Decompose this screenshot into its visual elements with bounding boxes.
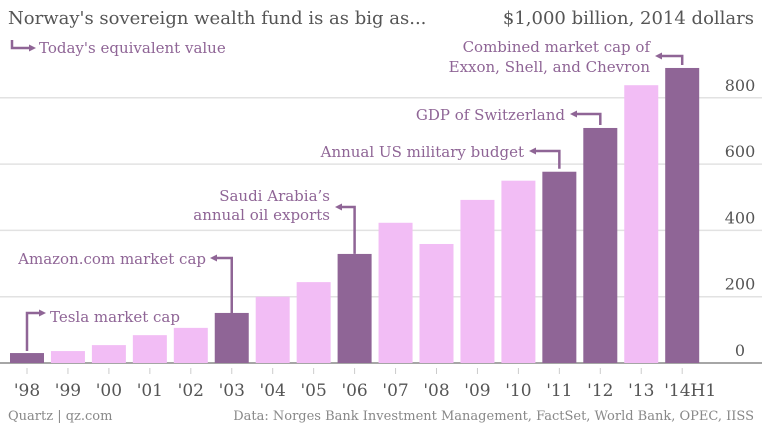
chart-title: Norway's sovereign wealth fund is as big…	[8, 8, 426, 29]
x-tick-label: '08	[423, 381, 449, 401]
x-tick-label: '10	[505, 381, 531, 401]
bar	[91, 345, 126, 363]
leader-line	[661, 54, 684, 65]
annotation-label: Amazon.com market cap	[17, 250, 206, 268]
annotation-label: Exxon, Shell, and Chevron	[449, 58, 651, 76]
x-tick-label: '00	[96, 381, 122, 401]
bar	[214, 312, 249, 363]
arrowhead-icon	[655, 52, 662, 60]
annotation-label: annual oil exports	[193, 206, 330, 224]
y-tick-labels: 0 200 400 600 800	[725, 76, 756, 360]
bar	[255, 296, 290, 363]
bar	[583, 127, 618, 364]
leader-line	[576, 112, 602, 125]
x-tick-label: '07	[382, 381, 408, 401]
x-tick-label: '99	[55, 381, 81, 401]
source-left: Quartz | qz.com	[8, 409, 112, 424]
annotation: Annual US military budget	[320, 143, 561, 169]
leader-line	[341, 205, 356, 254]
x-tick-label: '98	[14, 381, 40, 401]
bar	[542, 171, 577, 363]
annotation-label: Combined market cap of	[463, 38, 652, 56]
y-tick-label: 600	[725, 142, 756, 161]
arrowhead-icon	[529, 147, 536, 155]
y-tick-label: 200	[725, 275, 756, 294]
x-tick-labels: '98 '99 '00 '01 '02 '03 '04 '05 '06 '07 '08 '09 '10 '…	[14, 368, 716, 401]
x-tick-label: '14H1	[664, 381, 716, 401]
unit-label: $1,000 billion, 2014 dollars	[503, 8, 754, 29]
bar	[460, 199, 495, 363]
bar	[337, 253, 372, 363]
annotation-label: GDP of Switzerland	[416, 106, 566, 124]
bar	[501, 180, 536, 363]
arrowhead-icon	[39, 309, 46, 317]
bar	[132, 335, 167, 363]
x-tick-label: '02	[178, 381, 204, 401]
leader-line	[535, 149, 561, 169]
arrowhead-icon	[335, 203, 342, 211]
x-tick-label: '12	[587, 381, 613, 401]
legend: Today's equivalent value	[10, 39, 226, 57]
annotation-label: Annual US military budget	[320, 143, 524, 161]
annotation: Amazon.com market cap	[17, 250, 233, 313]
arrowhead-icon	[570, 110, 577, 118]
bar	[173, 327, 208, 363]
x-tick-label: '05	[300, 381, 326, 401]
annotation-label: Tesla market cap	[50, 308, 180, 326]
bar	[419, 243, 454, 363]
leader-line	[25, 311, 40, 352]
annotation: Tesla market cap	[25, 308, 180, 352]
arrowhead-icon	[210, 254, 217, 262]
x-tick-label: '09	[464, 381, 490, 401]
y-tick-label: 0	[735, 341, 745, 360]
y-tick-label: 800	[725, 76, 756, 95]
x-tick-label: '04	[260, 381, 286, 401]
bar	[50, 351, 85, 363]
annotation: Combined market cap of Exxon, Shell, and …	[449, 38, 684, 76]
x-tick-label: '06	[341, 381, 367, 401]
x-tick-label: '03	[219, 381, 245, 401]
bar	[665, 67, 700, 363]
legend-arrowhead-icon	[29, 44, 36, 52]
bar	[378, 222, 413, 363]
legend-arrow-icon	[10, 40, 30, 50]
x-tick-label: '01	[137, 381, 163, 401]
bars	[10, 67, 700, 364]
leader-line	[216, 256, 233, 313]
y-tick-label: 400	[725, 208, 756, 227]
annotation: GDP of Switzerland	[416, 106, 602, 125]
annotation-label: Saudi Arabia’s	[219, 187, 330, 205]
bar	[10, 353, 44, 363]
source-right: Data: Norges Bank Investment Management,…	[233, 409, 754, 424]
legend-label: Today's equivalent value	[39, 39, 226, 57]
bar	[624, 85, 659, 363]
x-tick-label: '13	[628, 381, 654, 401]
x-tick-label: '11	[546, 381, 572, 401]
bar	[296, 282, 331, 363]
